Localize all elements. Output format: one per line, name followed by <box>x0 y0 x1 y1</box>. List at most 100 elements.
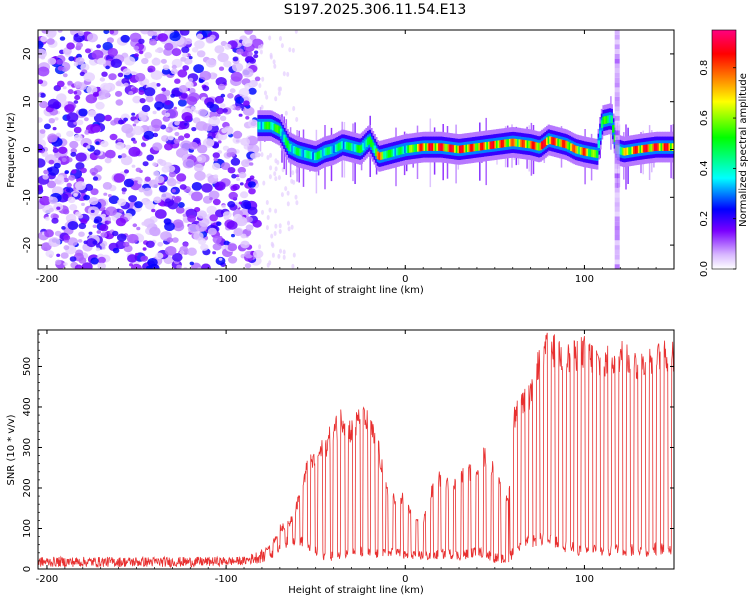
ridge-cell <box>436 143 439 151</box>
noise-blob <box>154 101 164 110</box>
ridge-cell <box>550 137 554 145</box>
noise-blob <box>41 242 52 252</box>
noise-blob <box>107 220 112 224</box>
noise-blob <box>115 217 126 227</box>
noise-blob <box>224 43 232 50</box>
noise-blob <box>115 142 125 150</box>
ridge-cell <box>660 143 663 151</box>
noise-blob <box>144 52 153 59</box>
noise-blob <box>92 91 99 97</box>
noise-blob <box>60 252 69 259</box>
ridge-cell <box>647 144 650 152</box>
noise-blob <box>107 47 119 57</box>
spectrogram-y-label: Frequency (Hz) <box>6 112 17 188</box>
noise-blob <box>104 114 112 122</box>
noise-blob <box>245 224 254 231</box>
spike-column <box>614 73 620 78</box>
colorbar-label: Normalized spectral amplitude <box>738 73 749 227</box>
spike-column <box>614 221 620 226</box>
noise-blob <box>63 262 68 266</box>
noise-blob <box>269 165 273 171</box>
noise-blob <box>155 49 159 53</box>
noise-blob <box>63 245 70 251</box>
noise-blob <box>97 57 106 65</box>
ridge-cell <box>417 144 420 152</box>
noise-blob <box>248 188 256 195</box>
noise-blob <box>242 67 254 78</box>
noise-blob <box>127 254 138 263</box>
ridge-cell <box>391 149 394 157</box>
noise-blob <box>110 58 122 68</box>
noise-blob <box>115 81 122 87</box>
spike-column <box>614 87 620 93</box>
ridge-cell <box>367 137 370 146</box>
noise-blob <box>191 182 203 191</box>
ridge-cell <box>529 140 533 149</box>
ridge-cell <box>267 121 270 130</box>
noise-blob <box>178 85 189 93</box>
noise-blob <box>57 30 63 33</box>
ridge-cell <box>510 138 513 147</box>
noise-blob <box>108 73 117 81</box>
noise-blob <box>142 247 147 251</box>
ridge-cell <box>636 145 639 154</box>
ridge-cell <box>654 143 657 151</box>
noise-blob <box>212 198 221 206</box>
ridge-cell <box>470 144 473 152</box>
ridge-cell <box>373 145 376 154</box>
x-tick-label: 0 <box>402 274 408 285</box>
noise-blob <box>268 35 272 41</box>
spike-column <box>614 63 620 69</box>
spike-column <box>614 101 620 107</box>
ridge-cell <box>389 149 392 158</box>
noise-blob <box>216 107 224 115</box>
noise-blob <box>168 135 174 141</box>
noise-blob <box>92 176 99 181</box>
spike-column <box>614 163 620 169</box>
noise-blob <box>198 78 204 84</box>
noise-blob <box>172 253 183 262</box>
noise-blob <box>73 193 78 197</box>
noise-blob <box>232 130 243 139</box>
noise-blob <box>179 30 190 36</box>
noise-blob <box>141 221 147 226</box>
noise-blob <box>45 250 55 258</box>
noise-blob <box>233 228 243 237</box>
noise-blob <box>292 179 296 185</box>
ridge-cell <box>342 141 346 149</box>
snr-y-label: SNR (10 * v/v) <box>6 414 17 485</box>
ridge-cell <box>525 140 528 148</box>
noise-blob <box>84 129 89 133</box>
noise-blob <box>171 48 182 57</box>
noise-blob <box>80 63 90 71</box>
noise-blob <box>218 257 223 261</box>
noise-blob <box>268 174 272 180</box>
y-tick-label: 300 <box>22 438 33 457</box>
noise-blob <box>232 62 244 72</box>
ridge-cell <box>539 142 542 151</box>
spike-column <box>614 44 620 50</box>
ridge-cell <box>341 141 344 149</box>
ridge-cell <box>604 116 607 124</box>
ridge-cell <box>423 143 426 151</box>
noise-blob <box>216 113 221 117</box>
noise-blob <box>39 92 46 98</box>
noise-blob <box>271 243 275 249</box>
ridge-cell <box>347 142 351 151</box>
x-tick-label: -100 <box>215 274 238 285</box>
noise-blob <box>124 169 129 174</box>
ridge-cell <box>273 123 276 132</box>
noise-blob <box>207 227 217 236</box>
noise-blob <box>243 100 250 107</box>
ridge-cell <box>652 143 655 152</box>
noise-blob <box>160 124 167 130</box>
spike-column <box>614 259 620 265</box>
ridge-cell <box>537 143 541 151</box>
ridge-cell <box>645 144 649 153</box>
noise-blob <box>273 63 277 69</box>
x-tick-label: 0 <box>402 574 408 585</box>
noise-blob <box>161 135 169 142</box>
noise-blob <box>223 60 232 68</box>
noise-blob <box>117 138 122 142</box>
noise-blob <box>80 167 87 174</box>
